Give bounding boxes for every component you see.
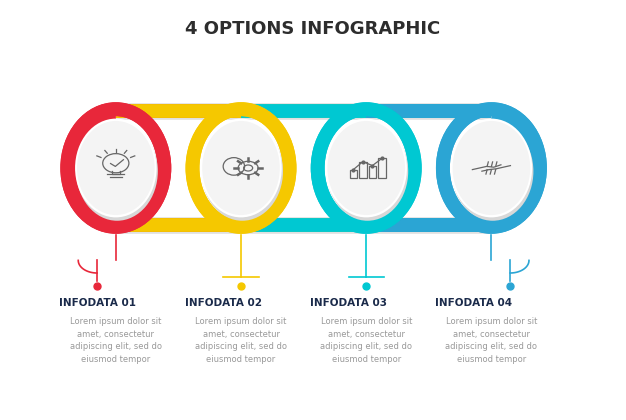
Bar	[369, 165, 376, 178]
Ellipse shape	[453, 121, 530, 215]
Ellipse shape	[76, 122, 158, 221]
Ellipse shape	[75, 118, 156, 218]
Ellipse shape	[452, 122, 533, 221]
Ellipse shape	[326, 118, 407, 218]
Text: 4 OPTIONS INFOGRAPHIC: 4 OPTIONS INFOGRAPHIC	[185, 21, 441, 38]
Ellipse shape	[202, 122, 283, 221]
Ellipse shape	[77, 121, 155, 215]
Bar	[378, 158, 386, 178]
Bar	[359, 162, 367, 178]
Text: Lorem ipsum dolor sit
amet, consectetur
adipiscing elit, sed do
eiusmod tempor: Lorem ipsum dolor sit amet, consectetur …	[446, 317, 537, 364]
Text: INFODATA 01: INFODATA 01	[59, 298, 136, 308]
Bar	[349, 170, 357, 178]
Text: Lorem ipsum dolor sit
amet, consectetur
adipiscing elit, sed do
eiusmod tempor: Lorem ipsum dolor sit amet, consectetur …	[195, 317, 287, 364]
Text: Lorem ipsum dolor sit
amet, consectetur
adipiscing elit, sed do
eiusmod tempor: Lorem ipsum dolor sit amet, consectetur …	[321, 317, 412, 364]
Text: Lorem ipsum dolor sit
amet, consectetur
adipiscing elit, sed do
eiusmod tempor: Lorem ipsum dolor sit amet, consectetur …	[70, 317, 162, 364]
Text: INFODATA 04: INFODATA 04	[435, 298, 512, 308]
Ellipse shape	[327, 122, 408, 221]
Text: INFODATA 03: INFODATA 03	[310, 298, 387, 308]
Ellipse shape	[202, 121, 280, 215]
Ellipse shape	[327, 121, 405, 215]
Ellipse shape	[451, 118, 532, 218]
Text: INFODATA 02: INFODATA 02	[185, 298, 262, 308]
Ellipse shape	[200, 118, 282, 218]
